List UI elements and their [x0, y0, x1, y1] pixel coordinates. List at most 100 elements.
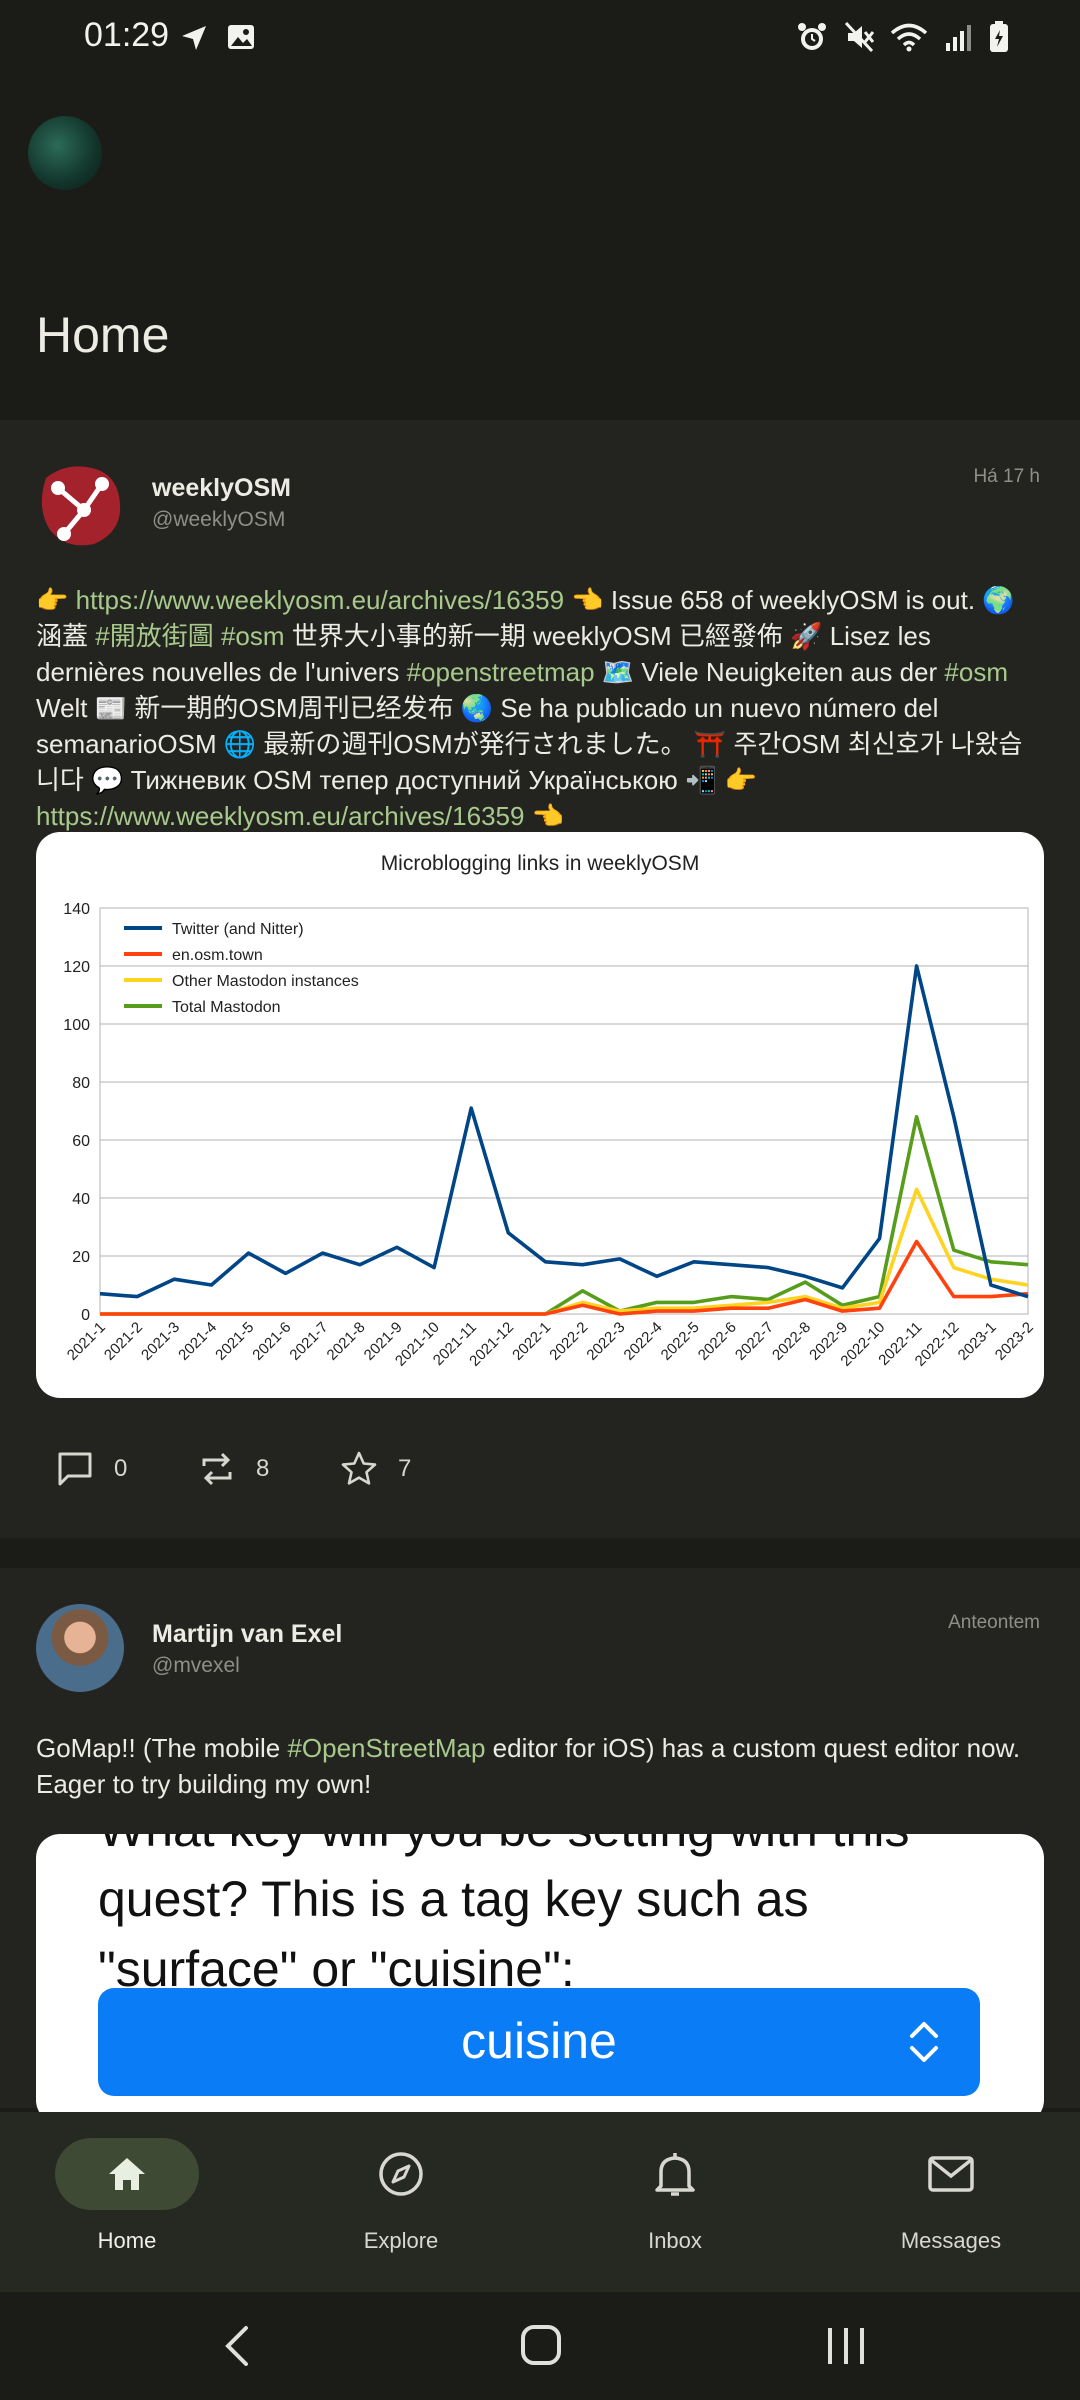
mute-icon [844, 21, 874, 53]
location-arrow-icon [182, 26, 206, 50]
post-image[interactable]: What key will you be setting with this q… [36, 1834, 1044, 2124]
reply-button[interactable]: 0 [56, 1450, 198, 1488]
image-select: cuisine [98, 1988, 980, 2096]
text-segment [214, 621, 221, 651]
chart-x-tick-label: 2022-8 [769, 1319, 814, 1364]
star-icon [341, 1451, 377, 1485]
chart-x-tick-label: 2021-4 [175, 1319, 220, 1364]
post-card[interactable]: weeklyOSM @weeklyOSM Há 17 h 👉 https://w… [0, 420, 1080, 1538]
post-time: Anteontem [948, 1612, 1040, 1633]
hashtag-link[interactable]: #osm [944, 657, 1008, 687]
chart-legend-label: en.osm.town [172, 947, 263, 964]
hashtag-link[interactable]: #osm [220, 621, 285, 651]
chart-series-group [99, 964, 1029, 1316]
nav-messages-label: Messages [900, 2228, 1002, 2253]
boost-count: 8 [256, 1455, 270, 1482]
post-image-chart[interactable]: Microblogging links in weeklyOSM 0 20 40 60… [36, 832, 1044, 1398]
select-chevrons-icon [910, 2022, 938, 2062]
author-name[interactable]: weeklyOSM [152, 474, 291, 502]
boost-icon [202, 1452, 232, 1486]
recents-icon[interactable] [824, 2326, 868, 2366]
nav-inbox[interactable]: Inbox [580, 2138, 770, 2254]
chart-y-tick-label: 100 [63, 1017, 90, 1034]
chart-x-tick-label: 2022-4 [621, 1319, 666, 1364]
chart-y-tick-label: 20 [72, 1249, 90, 1266]
author-name[interactable]: Martijn van Exel [152, 1620, 343, 1648]
chart-y-axis: 0 20 40 60 80 100 120 140 [63, 901, 90, 1324]
hashtag-link[interactable]: #開放街圖 [95, 621, 214, 651]
chart-x-tick-label: 2022-1 [509, 1319, 554, 1364]
chart-series-line-0 [99, 964, 1029, 1299]
back-icon[interactable] [222, 2324, 252, 2368]
text-segment: editor for iOS) has a custom quest edito… [36, 1733, 1021, 1799]
battery-icon [990, 21, 1008, 52]
chart-x-tick-label: 2023-1 [955, 1319, 1000, 1364]
line-chart: Microblogging links in weeklyOSM 0 20 40 60… [63, 852, 1037, 1370]
author-handle[interactable]: @weeklyOSM [152, 508, 286, 531]
chart-x-tick-label: 2022-2 [546, 1319, 591, 1364]
nav-explore-label: Explore [363, 2228, 439, 2253]
text-segment: Welt 📰 新一期的OSM周刊已经发布 🌏 Se ha publicado u… [36, 693, 1023, 795]
chart-y-tick-label: 140 [63, 901, 90, 918]
favourite-count: 7 [398, 1455, 412, 1482]
post-time: Há 17 h [973, 466, 1040, 487]
chart-x-tick-label: 2021-3 [138, 1319, 183, 1364]
status-bar: 01:29 [0, 0, 1080, 80]
compass-icon [379, 2152, 423, 2196]
system-navigation-bar [0, 2292, 1080, 2400]
nav-home-pill [55, 2138, 199, 2210]
author-handle[interactable]: @mvexel [152, 1654, 240, 1677]
bottom-navigation: Home Explore Inbox Messages [0, 2112, 1080, 2292]
chart-x-tick-label: 2021-1 [64, 1319, 109, 1364]
post-actions: 0 8 7 [56, 1450, 482, 1488]
home-button-icon[interactable] [520, 2324, 562, 2366]
user-avatar[interactable] [28, 116, 102, 190]
hashtag-link[interactable]: #OpenStreetMap [287, 1733, 486, 1763]
chart-x-tick-label: 2021-7 [286, 1319, 331, 1364]
favourite-button[interactable]: 7 [340, 1450, 482, 1488]
chart-y-tick-label: 0 [81, 1307, 90, 1324]
post-card[interactable]: Martijn van Exel @mvexel Anteontem GoMap… [0, 1568, 1080, 2124]
nav-messages[interactable]: Messages [856, 2138, 1046, 2254]
chart-x-tick-label: 2022-6 [695, 1319, 740, 1364]
text-segment: 👈 [524, 801, 565, 831]
post-body: 👉 https://www.weeklyosm.eu/archives/1635… [36, 582, 1040, 834]
alarm-icon [798, 23, 826, 50]
image-notification-icon [228, 25, 254, 49]
status-left-icons [180, 22, 256, 54]
nav-home[interactable]: Home [32, 2138, 222, 2254]
chart-x-tick-label: 2021-8 [324, 1319, 369, 1364]
author-avatar[interactable] [36, 1604, 124, 1692]
hashtag-link[interactable]: #openstreetmap [406, 657, 595, 687]
nav-explore-pill [329, 2138, 473, 2210]
post-link[interactable]: https://www.weeklyosm.eu/archives/16359 [36, 801, 525, 831]
signal-icon [946, 25, 971, 51]
chart-legend-label: Other Mastodon instances [172, 973, 359, 990]
text-segment: 👈 Issue 658 of weeklyOSM is out. 🌍 涵蓋 [36, 585, 1015, 651]
page-title: Home [36, 307, 170, 363]
reply-icon [58, 1452, 92, 1486]
reply-count: 0 [114, 1455, 128, 1482]
chart-series-line-1 [100, 1239, 1029, 1316]
chart-title: Microblogging links in weeklyOSM [381, 852, 700, 875]
chart-legend: Twitter (and Nitter) en.osm.town Other Mas… [124, 921, 359, 1016]
nav-explore[interactable]: Explore [306, 2138, 496, 2254]
chart-y-tick-label: 60 [72, 1133, 90, 1150]
text-segment: 🗺️ Viele Neuigkeiten aus der [594, 657, 945, 687]
mail-icon [928, 2156, 974, 2192]
chart-y-tick-label: 80 [72, 1075, 90, 1092]
chart-x-tick-label: 2022-5 [658, 1319, 703, 1364]
chart-y-tick-label: 40 [72, 1191, 90, 1208]
text-segment: GoMap!! (The mobile [36, 1733, 288, 1763]
post-body: GoMap!! (The mobile #OpenStreetMap edito… [36, 1730, 1040, 1802]
nav-home-label: Home [97, 2228, 157, 2253]
chart-x-tick-label: 2021-2 [101, 1319, 146, 1364]
boost-button[interactable]: 8 [198, 1450, 340, 1488]
author-avatar[interactable] [36, 460, 124, 548]
chart-legend-label: Total Mastodon [172, 999, 281, 1016]
post-link[interactable]: https://www.weeklyosm.eu/archives/16359 [75, 585, 565, 615]
nav-inbox-pill [603, 2138, 747, 2210]
chart-x-axis: 2021-12021-22021-32021-42021-52021-62021… [64, 1319, 1037, 1370]
chart-x-tick-label: 2021-6 [249, 1319, 294, 1364]
nav-messages-pill [879, 2138, 1023, 2210]
